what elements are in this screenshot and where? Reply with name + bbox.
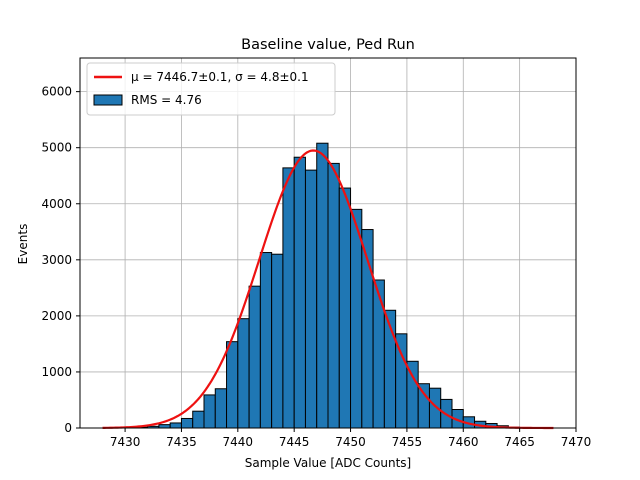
legend-fit-label: μ = 7446.7±0.1, σ = 4.8±0.1 [131, 70, 309, 84]
y-tick-label: 1000 [41, 365, 72, 379]
histogram-bar [158, 424, 171, 429]
x-tick-label: 7455 [392, 435, 423, 449]
histogram-bar [304, 169, 318, 429]
axes-frame [79, 57, 577, 429]
x-tick-label: 7445 [279, 435, 310, 449]
y-axis-label: Events [16, 224, 30, 265]
x-tick-label: 7435 [166, 435, 197, 449]
x-axis-ticks: 7430 7435 7440 7445 7450 7455 7460 7465 7470 [110, 428, 591, 449]
histogram-bar [350, 208, 363, 429]
y-tick-label: 6000 [41, 85, 72, 99]
legend-box [86, 62, 336, 116]
legend-histogram-label: RMS = 4.76 [131, 93, 202, 107]
histogram-bar [169, 422, 182, 429]
y-axis-ticks: 0 1000 2000 3000 4000 5000 6000 [41, 85, 80, 435]
histogram-bar [248, 285, 261, 429]
y-tick-label: 5000 [41, 141, 72, 155]
x-tick-label: 7465 [504, 435, 535, 449]
histogram-bar [327, 162, 340, 429]
x-tick-label: 7460 [448, 435, 479, 449]
histogram-bar [180, 417, 194, 429]
plot-frame [79, 57, 577, 429]
x-axis-label: Sample Value [ADC Counts] [245, 456, 411, 470]
histogram-bar [192, 410, 205, 429]
y-tick-label: 2000 [41, 309, 72, 323]
histogram-bar [259, 252, 273, 429]
fit-curve [102, 149, 554, 430]
x-tick-label: 7470 [561, 435, 592, 449]
y-tick-label: 0 [64, 421, 72, 435]
histogram-bar [417, 383, 430, 429]
y-tick-label: 4000 [41, 197, 72, 211]
gaussian-fit [102, 149, 554, 430]
legend: μ = 7446.7±0.1, σ = 4.8±0.1 RMS = 4.76 [86, 62, 336, 116]
histogram-bar [226, 341, 239, 429]
x-tick-label: 7440 [223, 435, 254, 449]
x-tick-label: 7430 [110, 435, 141, 449]
histogram-bar [338, 187, 352, 429]
histogram-bar [237, 318, 250, 429]
histogram-bar [203, 394, 216, 429]
histogram-bar [271, 253, 284, 429]
histogram-bar [316, 142, 329, 429]
histogram-bar [282, 167, 295, 429]
histogram-bar [372, 279, 385, 429]
histogram-bar [395, 333, 408, 429]
chart-title: Baseline value, Ped Run [241, 37, 415, 53]
legend-histogram-swatch [93, 94, 123, 106]
histogram-bar [293, 156, 306, 429]
y-tick-label: 3000 [41, 253, 72, 267]
histogram-bar [214, 388, 228, 429]
x-tick-label: 7450 [335, 435, 366, 449]
